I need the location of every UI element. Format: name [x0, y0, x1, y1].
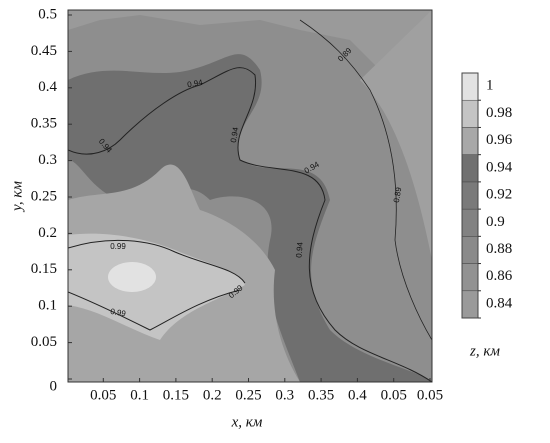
colorbar-box [461, 236, 479, 264]
x-tick-label: 0.3 [275, 387, 294, 403]
y-tick-label: 0 [50, 378, 58, 394]
colorbar-tick-label: 0.96 [486, 132, 513, 148]
x-axis-label: x, км [231, 414, 263, 430]
colorbar-tick-label: 0.86 [486, 268, 513, 284]
colorbar-tick-label: 1 [486, 78, 494, 94]
y-tick-label: 0.25 [31, 188, 57, 204]
colorbar-box [461, 263, 479, 292]
x-tick-label: 0.05 [381, 387, 407, 403]
y-tick-label: 0.3 [38, 152, 57, 168]
contour-label: 0.94 [294, 241, 304, 258]
x-tick-label: 0.25 [235, 387, 261, 403]
y-tick-label: 0.5 [38, 6, 57, 22]
colorbar-box [461, 154, 479, 183]
colorbar-tick-label: 0.98 [486, 105, 512, 121]
contour-label: 0.89 [392, 186, 404, 203]
colorbar-tick-label: 0.92 [486, 187, 512, 203]
colorbar-frame [461, 72, 479, 319]
colorbar-box [461, 208, 479, 237]
y-tick-label: 0.1 [38, 298, 57, 314]
y-axis-label: y, км [9, 181, 25, 213]
y-tick-label: 0.35 [31, 116, 57, 132]
x-tick-label: 0.05 [90, 387, 116, 403]
colorbar-box [461, 181, 479, 210]
colorbar-label: z, км [469, 343, 500, 359]
x-tick-label: 0.05 [417, 387, 443, 403]
x-tick-label: 0.2 [203, 387, 222, 403]
contour-label: 0.94 [186, 78, 203, 90]
colorbar-box [461, 72, 479, 101]
contour-label: 0.99 [110, 242, 126, 251]
contour-label: 0.99 [110, 307, 127, 319]
colorbar-box [461, 127, 479, 155]
y-tick-label: 0.2 [38, 225, 57, 241]
colorbar-box [461, 99, 479, 128]
contour-label: 0.94 [229, 126, 241, 143]
y-tick-label: 0.15 [31, 261, 57, 277]
colorbar-tick-label: 0.9 [486, 214, 505, 230]
colorbar-tick-label: 0.88 [486, 241, 512, 257]
x-tick-label: 0.35 [308, 387, 334, 403]
colorbar-tick-label: 0.84 [486, 295, 513, 311]
plot-frame [67, 9, 433, 383]
y-tick-label: 0.45 [31, 43, 57, 59]
x-tick-label: 0.15 [163, 387, 189, 403]
contour-field [68, 10, 432, 382]
x-tick-label: 0.1 [130, 387, 149, 403]
colorbar-box [461, 290, 479, 319]
x-tick-label: 0.4 [348, 387, 367, 403]
y-tick-label: 0.4 [38, 79, 57, 95]
y-tick-label: 0.05 [31, 334, 57, 350]
colorbar-tick-label: 0.94 [486, 159, 513, 175]
